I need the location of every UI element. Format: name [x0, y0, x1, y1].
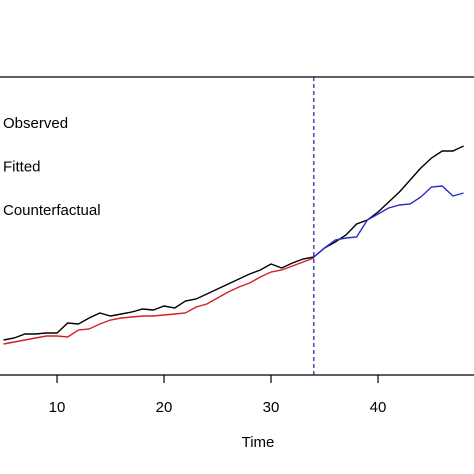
- plot-frame: [0, 76, 474, 376]
- legend-label: Counterfactual: [3, 202, 101, 219]
- legend-label: Observed: [3, 115, 68, 132]
- x-axis-label: Time: [242, 434, 275, 451]
- series-line: [3, 257, 315, 345]
- x-tick-label: 10: [49, 399, 66, 416]
- series-line: [313, 185, 464, 258]
- x-tick-label: 20: [156, 399, 173, 416]
- legend-label: Fitted: [3, 158, 41, 175]
- series-line: [3, 145, 464, 341]
- x-tick-label: 30: [263, 399, 280, 416]
- x-tick-label: 40: [370, 399, 387, 416]
